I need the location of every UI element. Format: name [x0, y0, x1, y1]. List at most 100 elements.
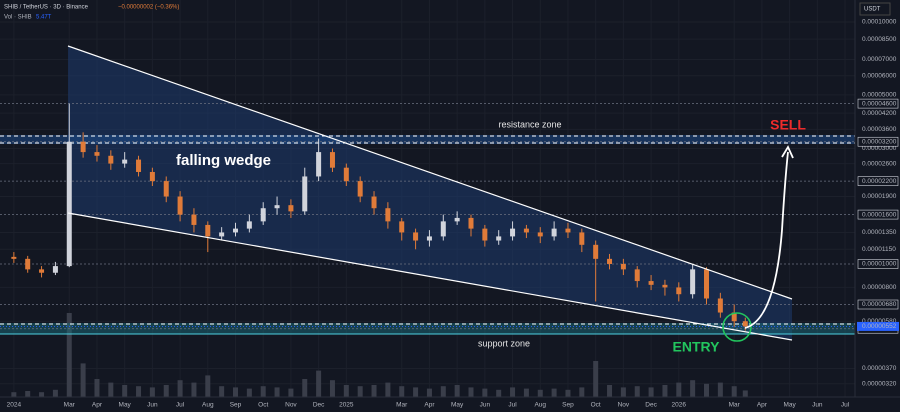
x-tick-label: Dec	[313, 402, 325, 409]
x-tick-label: Apr	[757, 402, 768, 409]
volume-bar	[717, 382, 723, 397]
candle-body	[620, 263, 626, 270]
candle-body	[634, 269, 640, 282]
volume-bar	[177, 380, 183, 397]
y-tick-label: 0.00007000	[862, 56, 897, 63]
volume-bar	[163, 385, 169, 397]
x-tick-label: Sep	[230, 402, 242, 409]
volume-bar	[205, 375, 211, 397]
candle-body	[717, 298, 723, 313]
wedge-lower	[67, 212, 793, 341]
candle-body	[371, 196, 377, 209]
level-box	[857, 209, 899, 220]
volume-bar	[149, 387, 155, 397]
candle-body	[413, 232, 419, 241]
change: −0.00000002 (−0.36%)	[118, 5, 179, 11]
volume-bar	[742, 390, 748, 397]
volume-bar	[620, 387, 626, 397]
x-tick-label: Jul	[841, 402, 850, 409]
candle-body	[676, 287, 682, 295]
x-tick-label: Aug	[202, 402, 214, 409]
x-tick-label: Jul	[508, 402, 517, 409]
candle-body	[454, 217, 460, 222]
level-label: 0.00001000	[862, 261, 897, 268]
candle-body	[565, 228, 571, 233]
level-box	[857, 136, 899, 147]
y-tick-label: 0.00005000	[862, 92, 897, 99]
candle-body	[690, 269, 696, 295]
candle-body	[11, 256, 17, 259]
resistance-band	[0, 135, 855, 144]
x-tick-label: Jul	[176, 402, 185, 409]
volume-bar	[25, 391, 31, 397]
candle-body	[662, 284, 668, 288]
x-tick-label: Jun	[812, 402, 823, 409]
currency-box	[859, 2, 891, 16]
volume-layer	[11, 313, 748, 397]
volume-bar	[274, 387, 280, 397]
candle-body	[302, 176, 308, 212]
volume-bar	[66, 313, 72, 397]
volume-bar	[731, 386, 737, 397]
x-tick-label: Aug	[534, 402, 546, 409]
axes: 2024 Mar Apr May Jun Jul Aug Sep Oct Nov Dec 2025 Ma…	[7, 19, 899, 409]
volume-bar	[11, 392, 17, 397]
candle-body	[731, 312, 737, 322]
y-tick-label: 0.00008500	[862, 36, 897, 43]
candle-body	[523, 228, 529, 233]
candle-body	[163, 181, 169, 197]
x-tick-label: Mar	[396, 402, 408, 409]
entry-label: ENTRY	[673, 339, 721, 355]
volume-bar	[662, 385, 668, 397]
candle-body	[593, 244, 599, 259]
arrow-head	[781, 145, 794, 159]
candle-body	[316, 152, 322, 177]
resistance-label: resistance zone	[498, 119, 561, 129]
candle-body	[343, 167, 349, 182]
y-tick-label: 0.00001150	[862, 246, 896, 253]
level-label: 0.00001600	[862, 211, 897, 218]
candle-body	[219, 232, 225, 237]
candle-body	[648, 281, 654, 285]
last-price-label: 0.00000552	[862, 323, 897, 330]
y-tick-label: 0.00000580	[862, 318, 897, 325]
volume-bar	[385, 382, 391, 397]
x-tick-label: Apr	[92, 402, 103, 409]
symbol: SHIB / TetherUS · 3D · Binance	[4, 5, 89, 11]
candle-body	[482, 228, 488, 241]
volume-bar	[288, 388, 294, 397]
pattern-label: falling wedge	[176, 152, 271, 169]
volume-bar	[510, 387, 516, 397]
candle-body	[52, 266, 58, 273]
volume-name: Vol · SHIB	[4, 15, 32, 21]
volume-bar	[316, 370, 322, 397]
volume-bar	[52, 389, 58, 397]
candle-body	[205, 224, 211, 237]
support-label: support zone	[478, 338, 530, 348]
level-box	[857, 259, 899, 269]
candle-body	[177, 196, 183, 215]
y-tick-label: 0.00006000	[862, 72, 897, 79]
volume-bar	[523, 388, 529, 397]
candle-body	[66, 141, 72, 267]
candle-body	[329, 152, 335, 168]
candle-body	[426, 236, 432, 241]
candle-body	[136, 159, 142, 172]
x-tick-label: Jun	[480, 402, 491, 409]
volume-bar	[302, 379, 308, 397]
y-tick-label: 0.00001350	[862, 229, 897, 236]
x-tick-label: Mar	[729, 402, 741, 409]
x-tick-label: Jun	[147, 402, 158, 409]
volume-bar	[593, 361, 599, 397]
y-tick-label: 0.00003600	[862, 126, 897, 133]
candle-body	[122, 159, 128, 164]
volume-bar	[191, 382, 197, 397]
volume-bar	[579, 387, 585, 397]
volume-bar	[260, 386, 266, 397]
target-arrow	[744, 151, 789, 329]
x-tick-label: Mar	[64, 402, 76, 409]
support-band	[0, 323, 855, 334]
volume-bar	[634, 386, 640, 397]
volume-bar	[703, 383, 709, 397]
currency: USDT	[864, 7, 881, 13]
